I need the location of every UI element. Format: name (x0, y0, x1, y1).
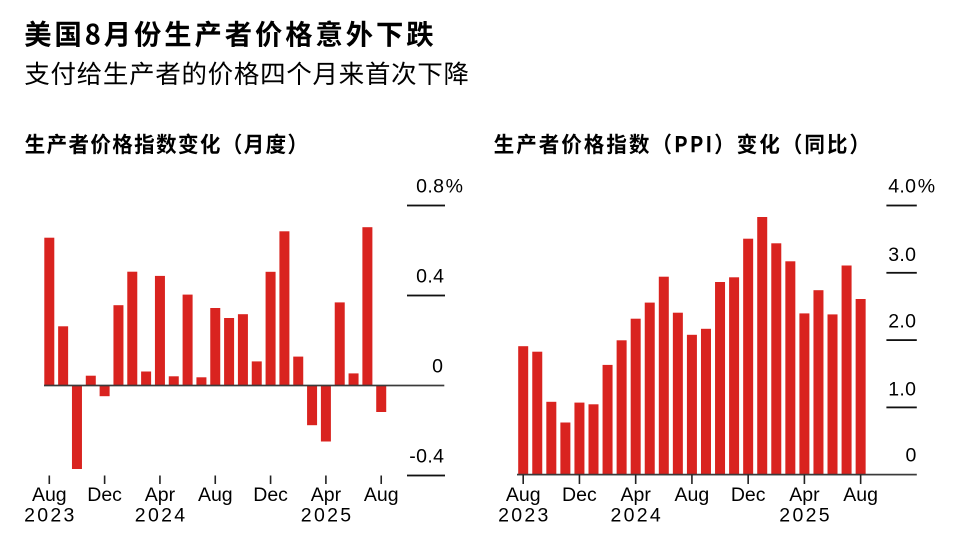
svg-text:Aug: Aug (843, 484, 878, 506)
svg-text:2025: 2025 (779, 504, 832, 526)
svg-text:4.0: 4.0 (888, 176, 916, 198)
svg-text:Dec: Dec (562, 484, 597, 506)
svg-text:2024: 2024 (135, 504, 188, 526)
svg-text:%: % (918, 176, 935, 198)
svg-text:Aug: Aug (675, 484, 710, 506)
svg-text:0: 0 (432, 356, 443, 378)
svg-text:%: % (446, 176, 463, 198)
svg-text:2025: 2025 (301, 504, 354, 526)
svg-text:Apr: Apr (621, 484, 652, 506)
svg-text:-0.4: -0.4 (409, 446, 444, 468)
svg-text:1.0: 1.0 (888, 378, 916, 400)
svg-text:Aug: Aug (32, 484, 67, 506)
svg-text:3.0: 3.0 (888, 244, 916, 266)
svg-text:Apr: Apr (311, 484, 342, 506)
svg-text:Dec: Dec (87, 484, 122, 506)
svg-text:Apr: Apr (145, 484, 176, 506)
svg-text:Aug: Aug (198, 484, 233, 506)
svg-text:Aug: Aug (364, 484, 399, 506)
svg-text:Dec: Dec (253, 484, 288, 506)
svg-text:2.0: 2.0 (888, 311, 916, 333)
svg-text:2023: 2023 (24, 504, 77, 526)
svg-text:Aug: Aug (506, 484, 541, 506)
svg-text:0: 0 (906, 445, 917, 467)
svg-text:2023: 2023 (498, 504, 551, 526)
svg-text:0.4: 0.4 (416, 266, 444, 288)
svg-text:0.8: 0.8 (416, 176, 444, 198)
svg-text:2024: 2024 (611, 504, 664, 526)
svg-text:Dec: Dec (731, 484, 766, 506)
svg-text:Apr: Apr (789, 484, 820, 506)
